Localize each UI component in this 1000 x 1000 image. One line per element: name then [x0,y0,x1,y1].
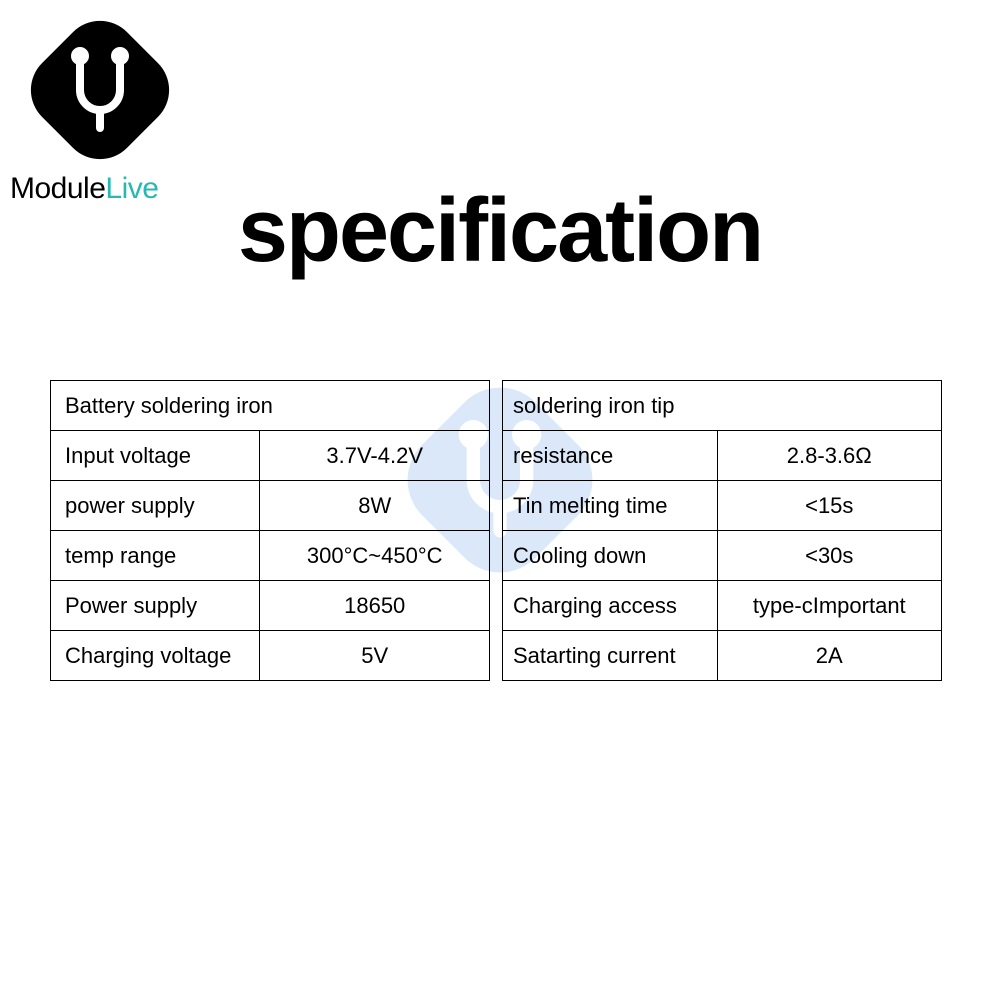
spec-label: Input voltage [51,431,260,481]
table-row: Input voltage3.7V-4.2V [51,431,490,481]
table-row: Cooling down<30s [503,531,942,581]
table-row: Charging voltage5V [51,631,490,681]
page-title: specification [0,180,1000,283]
spec-value: type-cImportant [717,581,941,631]
spec-label: temp range [51,531,260,581]
spec-label: resistance [503,431,718,481]
table-row: Power supply18650 [51,581,490,631]
table-header: Battery soldering iron [51,381,490,431]
spec-table-right: soldering iron tip resistance2.8-3.6Ω Ti… [502,380,942,681]
table-header-row: Battery soldering iron [51,381,490,431]
spec-label: power supply [51,481,260,531]
brand-logo-block: ModuleLive [10,20,190,206]
spec-value: <30s [717,531,941,581]
table-row: resistance2.8-3.6Ω [503,431,942,481]
spec-label: Cooling down [503,531,718,581]
table-header: soldering iron tip [503,381,942,431]
spec-value: 8W [260,481,490,531]
spec-value: <15s [717,481,941,531]
spec-value: 2.8-3.6Ω [717,431,941,481]
logo-icon [15,5,185,175]
spec-value: 5V [260,631,490,681]
spec-table-left: Battery soldering iron Input voltage3.7V… [50,380,490,681]
spec-value: 3.7V-4.2V [260,431,490,481]
table-row: temp range300°C~450°C [51,531,490,581]
spec-value: 2A [717,631,941,681]
spec-label: Charging voltage [51,631,260,681]
spec-label: Charging access [503,581,718,631]
spec-label: Power supply [51,581,260,631]
table-row: Satarting current2A [503,631,942,681]
spec-label: Satarting current [503,631,718,681]
spec-tables-wrap: Battery soldering iron Input voltage3.7V… [50,380,950,681]
table-header-row: soldering iron tip [503,381,942,431]
spec-label: Tin melting time [503,481,718,531]
table-row: Tin melting time<15s [503,481,942,531]
table-row: Charging accesstype-cImportant [503,581,942,631]
table-row: power supply8W [51,481,490,531]
spec-value: 18650 [260,581,490,631]
spec-value: 300°C~450°C [260,531,490,581]
